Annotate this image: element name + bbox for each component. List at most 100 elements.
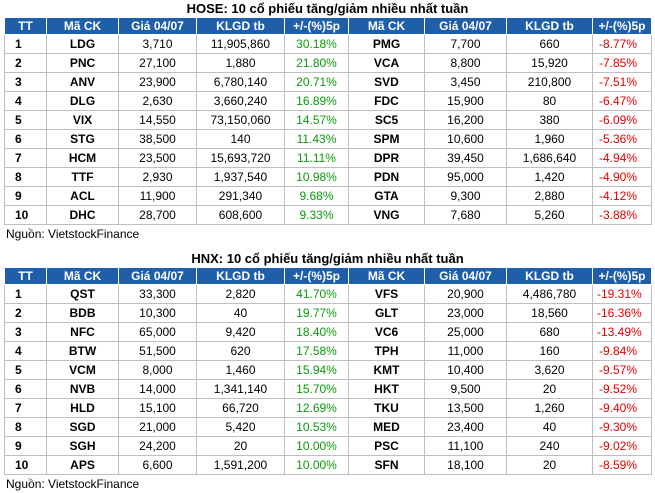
stock-code-gainer: APS (46, 455, 119, 475)
table-row: 1 QST 33,300 2,820 41.70% VFS 20,900 4,486,780-… (4, 284, 652, 304)
hnx-source: Nguồn: VietstockFinance (6, 477, 140, 491)
price-gainer: 24,200 (118, 436, 197, 456)
avg-volume-gainer: 620 (196, 341, 285, 361)
change-pct-loser: -4.94% (592, 148, 652, 168)
avg-volume-loser: 660 (506, 34, 593, 54)
table-row: 3 ANV 23,900 6,780,140 20.71% SVD 3,450 210,800… (4, 72, 652, 92)
stock-code-loser: MED (348, 417, 425, 437)
price-loser: 13,500 (424, 398, 507, 418)
price-gainer: 2,930 (118, 167, 197, 187)
change-pct-loser: -8.59% (592, 455, 652, 475)
stock-code-loser: SC5 (348, 110, 425, 130)
price-loser: 9,500 (424, 379, 507, 399)
table-row: 7 HLD 15,100 66,720 12.69% TKU 13,500 1,260 -9.4… (4, 398, 652, 418)
row-number: 9 (4, 436, 47, 456)
stock-code-loser: DPR (348, 148, 425, 168)
row-number: 10 (4, 205, 47, 225)
avg-volume-gainer: 2,820 (196, 284, 285, 304)
change-pct-gainer: 12.69% (284, 398, 349, 418)
hose-table-body: 1 LDG 3,710 11,905,860 30.18% PMG 7,700 660 -8.7… (4, 34, 652, 225)
change-pct-gainer: 16.89% (284, 91, 349, 111)
change-pct-gainer: 9.33% (284, 205, 349, 225)
hnx-table: TT Mã CK Giá 04/07 KLGD tb +/-(%)5p Mã C… (4, 267, 652, 475)
price-gainer: 33,300 (118, 284, 197, 304)
change-pct-gainer: 19.77% (284, 303, 349, 323)
col-header-gia: Giá 04/07 (118, 17, 197, 35)
avg-volume-gainer: 3,660,240 (196, 91, 285, 111)
change-pct-gainer: 15.70% (284, 379, 349, 399)
price-loser: 10,400 (424, 360, 507, 380)
avg-volume-loser: 2,880 (506, 186, 593, 206)
col-header-gia-2: Giá 04/07 (424, 17, 507, 35)
row-number: 7 (4, 148, 47, 168)
col-header-ma-ck-2: Mã CK (348, 17, 425, 35)
col-header-klgd: KLGD tb (196, 17, 285, 35)
table-row: 9 ACL 11,900 291,340 9.68% GTA 9,300 2,880 -4.12… (4, 186, 652, 206)
stock-code-loser: TPH (348, 341, 425, 361)
change-pct-loser: -6.47% (592, 91, 652, 111)
avg-volume-gainer: 11,905,860 (196, 34, 285, 54)
avg-volume-gainer: 40 (196, 303, 285, 323)
change-pct-gainer: 21.80% (284, 53, 349, 73)
stock-code-loser: PDN (348, 167, 425, 187)
avg-volume-loser: 15,920 (506, 53, 593, 73)
table-row: 7 HCM 23,500 15,693,720 11.11% DPR 39,450 1,686… (4, 148, 652, 168)
price-loser: 8,800 (424, 53, 507, 73)
row-number: 10 (4, 455, 47, 475)
change-pct-gainer: 10.00% (284, 455, 349, 475)
row-number: 2 (4, 53, 47, 73)
avg-volume-loser: 160 (506, 341, 593, 361)
change-pct-gainer: 11.11% (284, 148, 349, 168)
price-loser: 7,680 (424, 205, 507, 225)
row-number: 6 (4, 379, 47, 399)
hose-header-row: TT Mã CK Giá 04/07 KLGD tb +/-(%)5p Mã C… (4, 17, 652, 35)
avg-volume-gainer: 5,420 (196, 417, 285, 437)
col-header-pct-2: +/-(%)5p (592, 17, 652, 35)
avg-volume-loser: 240 (506, 436, 593, 456)
row-number: 3 (4, 72, 47, 92)
avg-volume-gainer: 1,591,200 (196, 455, 285, 475)
price-loser: 39,450 (424, 148, 507, 168)
change-pct-loser: -5.36% (592, 129, 652, 149)
stock-code-gainer: HLD (46, 398, 119, 418)
avg-volume-loser: 1,420 (506, 167, 593, 187)
table-row: 2 PNC 27,100 1,880 21.80% VCA 8,800 15,920 -7.85… (4, 53, 652, 73)
change-pct-gainer: 30.18% (284, 34, 349, 54)
price-gainer: 23,900 (118, 72, 197, 92)
row-number: 9 (4, 186, 47, 206)
row-number: 8 (4, 167, 47, 187)
avg-volume-gainer: 9,420 (196, 322, 285, 342)
change-pct-loser: -9.40% (592, 398, 652, 418)
change-pct-gainer: 9.68% (284, 186, 349, 206)
change-pct-gainer: 41.70% (284, 284, 349, 304)
stock-code-gainer: VCM (46, 360, 119, 380)
stock-code-gainer: STG (46, 129, 119, 149)
col-header-tt: TT (4, 267, 47, 285)
price-loser: 10,600 (424, 129, 507, 149)
change-pct-loser: -7.85% (592, 53, 652, 73)
row-number: 1 (4, 284, 47, 304)
table-row: 3 NFC 65,000 9,420 18.40% VC6 25,000 680 -13.49% (4, 322, 652, 342)
table-row: 2 BDB 10,300 40 19.77% GLT 23,000 18,560 -16.36% (4, 303, 652, 323)
avg-volume-gainer: 1,460 (196, 360, 285, 380)
price-gainer: 6,600 (118, 455, 197, 475)
hnx-block: HNX: 10 cổ phiếu tăng/giảm nhiều nhất tu… (4, 250, 652, 493)
table-row: 9 SGH 24,200 20 10.00% PSC 11,100 240 -9.02% (4, 436, 652, 456)
change-pct-gainer: 10.98% (284, 167, 349, 187)
row-number: 7 (4, 398, 47, 418)
stock-code-gainer: NVB (46, 379, 119, 399)
avg-volume-loser: 210,800 (506, 72, 593, 92)
change-pct-gainer: 17.58% (284, 341, 349, 361)
hnx-header-row: TT Mã CK Giá 04/07 KLGD tb +/-(%)5p Mã C… (4, 267, 652, 285)
hose-source: Nguồn: VietstockFinance (6, 227, 140, 241)
table-row: 10 APS 6,600 1,591,200 10.00% SFN 18,100 20 -8.5… (4, 455, 652, 475)
row-number: 1 (4, 34, 47, 54)
price-loser: 3,450 (424, 72, 507, 92)
hnx-title: HNX: 10 cổ phiếu tăng/giảm nhiều nhất tu… (191, 251, 464, 266)
stock-code-gainer: ACL (46, 186, 119, 206)
stock-code-loser: GLT (348, 303, 425, 323)
change-pct-loser: -9.30% (592, 417, 652, 437)
avg-volume-loser: 380 (506, 110, 593, 130)
change-pct-gainer: 18.40% (284, 322, 349, 342)
price-gainer: 51,500 (118, 341, 197, 361)
